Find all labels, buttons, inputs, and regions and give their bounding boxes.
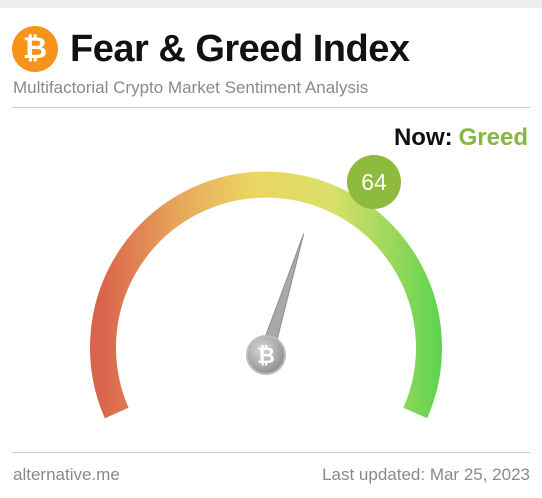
header-divider [12,107,530,108]
top-strip [0,0,542,8]
source-link[interactable]: alternative.me [13,465,120,484]
now-classification: Greed [458,124,528,151]
bitcoin-logo-glyph: ₿ [22,32,48,65]
fear-greed-gauge: ₿ 64 [90,155,442,419]
last-updated: Last updated: Mar 25, 2023 [322,465,530,484]
now-label: Now: [393,124,453,151]
gauge-hub-bitcoin-icon: ₿ [257,343,275,368]
page-subtitle: Multifactorial Crypto Market Sentiment A… [13,78,369,97]
gauge-hub [246,335,286,375]
gauge-arc [90,171,442,419]
value-badge [347,155,401,209]
header: ₿ Fear & Greed Index [12,26,410,72]
value-badge-number: 64 [361,169,387,195]
footer-divider [12,452,530,453]
now-status: Now: Greed [394,124,528,152]
bitcoin-logo-icon: ₿ [12,26,58,72]
page-title: Fear & Greed Index [70,27,410,70]
